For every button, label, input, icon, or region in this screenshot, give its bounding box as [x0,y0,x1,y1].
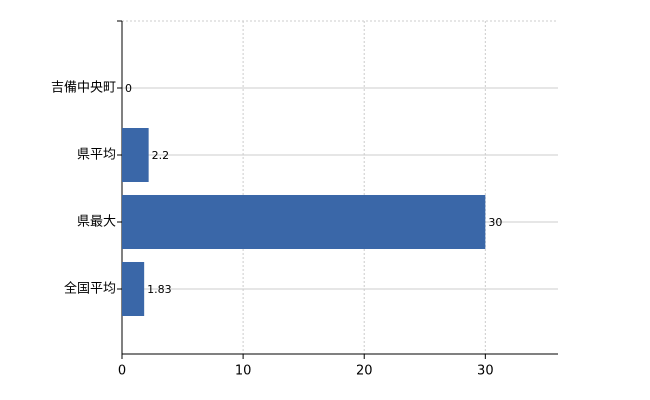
y-tick-label: 県平均 [77,147,116,162]
value-label: 30 [488,216,502,229]
y-tick-label: 全国平均 [64,280,116,296]
x-tick-label: 20 [356,364,373,379]
value-label: 0 [125,82,132,95]
bar [122,261,145,316]
y-tick-label: 吉備中央町 [51,79,116,95]
bar [122,127,149,182]
x-tick-label: 10 [235,364,252,379]
x-tick-label: 30 [477,364,494,379]
x-tick-label: 0 [118,364,126,379]
value-label: 2.2 [152,149,170,162]
value-label: 1.83 [147,283,172,296]
bar [122,194,486,249]
y-tick-label: 県最大 [77,214,116,229]
